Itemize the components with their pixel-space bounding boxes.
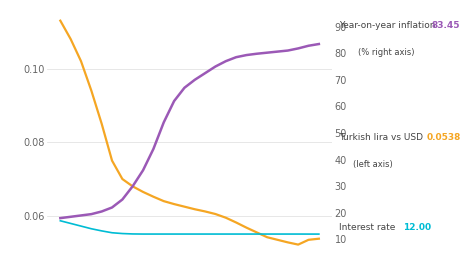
Text: 12.00: 12.00 — [403, 223, 431, 232]
Text: (left axis): (left axis) — [353, 160, 393, 169]
Text: 83.45: 83.45 — [431, 21, 460, 30]
Text: Year-on-year inflation: Year-on-year inflation — [339, 21, 438, 30]
Text: Turkish lira vs USD: Turkish lira vs USD — [339, 133, 426, 142]
Text: Interest rate: Interest rate — [339, 223, 398, 232]
Text: (% right axis): (% right axis) — [358, 48, 414, 57]
Text: 0.0538: 0.0538 — [427, 133, 461, 142]
